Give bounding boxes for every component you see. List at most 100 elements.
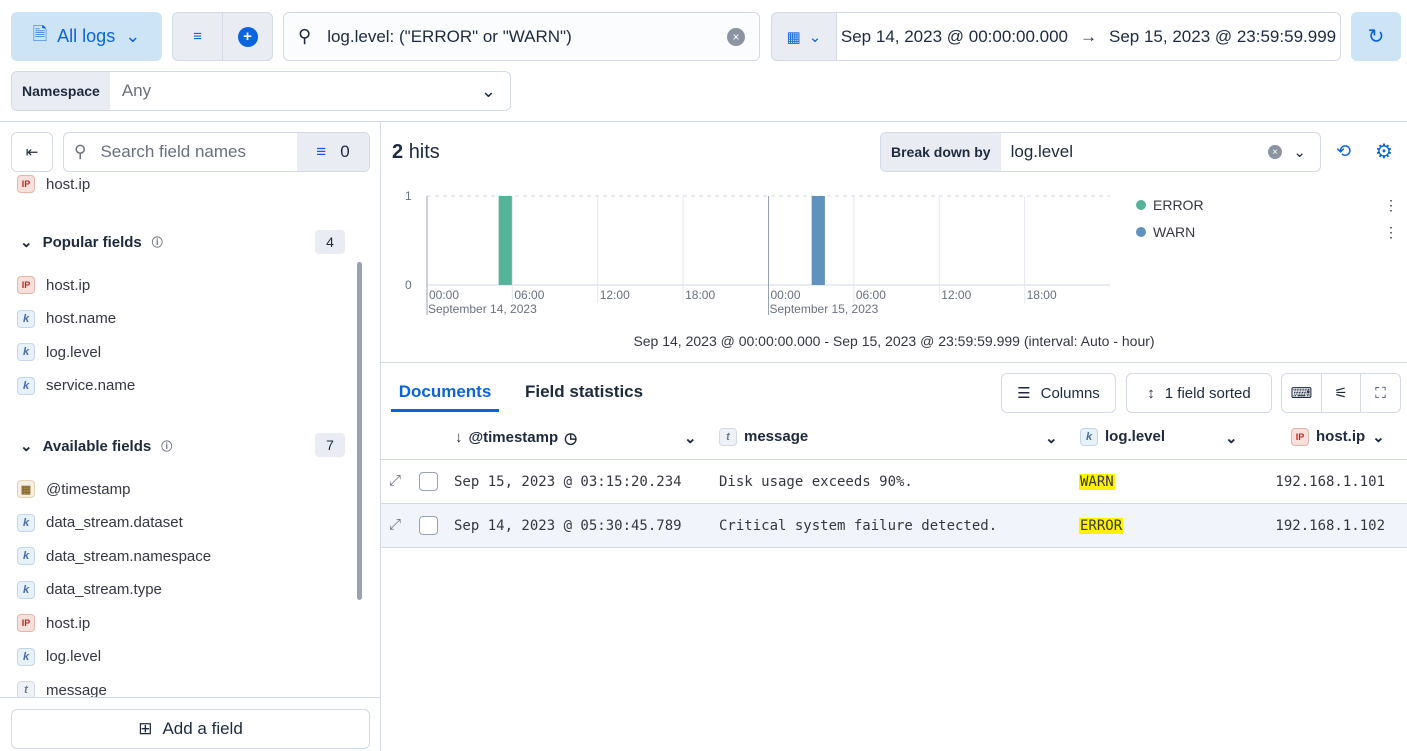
refresh-button[interactable]: ↻ <box>1351 12 1401 61</box>
expand-icon[interactable]: ⤢ <box>389 472 402 489</box>
field-name: host.ip <box>46 175 91 193</box>
date-range-picker[interactable]: Sep 14, 2023 @ 00:00:00.000 → Sep 15, 20… <box>836 12 1341 61</box>
field-name: service.name <box>46 377 136 394</box>
hits-count: 2 <box>392 141 404 163</box>
field-item[interactable]: IP host.ip <box>17 175 90 193</box>
sidebar-scrollbar[interactable] <box>357 262 362 600</box>
filter-menu-button[interactable]: ≡ <box>172 12 223 61</box>
column-header-message[interactable]: t message <box>719 428 808 446</box>
chevron-down-icon[interactable]: ⌄ <box>1225 430 1238 447</box>
chevron-down-icon: ⌄ <box>20 438 33 455</box>
tab-field-statistics[interactable]: Field statistics <box>525 382 644 401</box>
query-text: log.level: ("ERROR" or "WARN") <box>327 26 572 46</box>
tab-documents[interactable]: Documents <box>391 382 499 412</box>
cell-log-level: WARN <box>1079 474 1115 490</box>
x-tick-label: 12:00 <box>941 288 971 302</box>
columns-button[interactable]: ☰ Columns <box>1001 373 1116 413</box>
chevron-down-icon: ⌄ <box>1293 144 1306 161</box>
header-label: message <box>744 428 809 445</box>
sort-button[interactable]: ↕ 1 field sorted <box>1126 373 1272 413</box>
table-row[interactable]: ⤢ Sep 14, 2023 @ 05:30:45.789 Critical s… <box>381 504 1407 548</box>
field-item[interactable]: k data_stream.namespace <box>17 547 211 565</box>
breakdown-selector[interactable]: Break down by log.level × ⌄ <box>880 132 1321 172</box>
field-item[interactable]: ▦ @timestamp <box>17 480 130 498</box>
clear-query-icon[interactable]: × <box>727 27 745 46</box>
filter-icon: ≡ <box>316 142 327 161</box>
clear-icon[interactable]: × <box>1268 145 1282 159</box>
arrow-right-icon: → <box>1080 26 1097 46</box>
popular-fields-toggle[interactable]: ⌄ Popular fields ⓘ <box>20 233 163 252</box>
row-checkbox[interactable] <box>419 472 438 491</box>
data-view-selector[interactable]: 🗎 All logs ⌄ <box>11 12 162 61</box>
header-label: host.ip <box>1316 428 1366 445</box>
legend-actions-icon: ⋮ <box>1384 197 1398 213</box>
breakdown-label: Break down by <box>881 133 1001 171</box>
legend-marker <box>1136 200 1146 210</box>
keyword-type-icon: k <box>17 647 35 666</box>
sort-icon: ↕ <box>1147 384 1155 402</box>
popular-count: 4 <box>315 230 345 254</box>
cell-message: Disk usage exceeds 90%. <box>719 474 913 490</box>
section-label: Available fields <box>42 437 152 455</box>
header-label: log.level <box>1105 428 1166 445</box>
field-item[interactable]: IP host.ip <box>17 276 90 294</box>
cell-timestamp: Sep 14, 2023 @ 05:30:45.789 <box>454 518 682 534</box>
x-tick-label: 18:00 <box>685 288 715 302</box>
info-icon: ⓘ <box>151 237 163 249</box>
hits-label: hits <box>408 141 440 163</box>
field-item[interactable]: k data_stream.type <box>17 580 162 599</box>
date-start[interactable]: Sep 14, 2023 @ 00:00:00.000 <box>840 26 1068 46</box>
keyboard-shortcuts-button[interactable]: ⌨ <box>1281 373 1322 413</box>
info-icon: ⓘ <box>161 441 173 453</box>
filter-count: 0 <box>340 142 350 161</box>
collapse-sidebar-button[interactable]: ⇤ <box>11 132 53 172</box>
legend-actions-icon: ⋮ <box>1384 224 1398 240</box>
expand-icon[interactable]: ⤢ <box>389 516 402 533</box>
chevron-down-icon[interactable]: ⌄ <box>1045 430 1058 447</box>
field-item[interactable]: k host.name <box>17 309 116 328</box>
date-quick-select[interactable]: ▦ ⌄ <box>771 12 837 61</box>
available-fields-toggle[interactable]: ⌄ Available fields ⓘ <box>20 437 173 456</box>
date-type-icon: ▦ <box>17 480 35 498</box>
time-range-caption: Sep 14, 2023 @ 00:00:00.000 - Sep 15, 20… <box>633 333 1155 349</box>
field-item[interactable]: k log.level <box>17 647 101 666</box>
field-item[interactable]: k log.level <box>17 343 101 361</box>
field-item[interactable]: IP host.ip <box>17 614 90 632</box>
chevron-down-icon: ⌄ <box>1372 429 1385 446</box>
query-input[interactable]: ⚲ log.level: ("ERROR" or "WARN") × <box>283 12 760 61</box>
field-item[interactable]: t message <box>17 681 107 699</box>
visualize-icon[interactable]: ⟲ <box>1336 141 1352 161</box>
add-field-button[interactable]: ⊞ Add a field <box>11 709 370 749</box>
column-header-host-ip[interactable]: IP host.ip ⌄ <box>1291 428 1385 446</box>
add-field-icon: ⊞ <box>138 719 153 738</box>
field-name: message <box>46 681 107 699</box>
chevron-down-icon[interactable]: ⌄ <box>684 430 697 447</box>
divider <box>381 362 1407 363</box>
gear-icon[interactable]: ⚙ <box>1375 141 1393 163</box>
x-tick-label: 06:00 <box>856 288 886 302</box>
search-icon: ⚲ <box>298 26 312 46</box>
row-checkbox[interactable] <box>419 516 438 535</box>
keyword-type-icon: k <box>17 580 35 599</box>
add-filter-button[interactable]: + <box>222 12 273 61</box>
chevron-down-icon: ⌄ <box>125 26 141 46</box>
legend-label: WARN <box>1153 224 1195 240</box>
hits-counter: 2 hits <box>392 141 440 164</box>
date-end[interactable]: Sep 15, 2023 @ 23:59:59.999 <box>1109 26 1337 46</box>
cell-message: Critical system failure detected. <box>719 518 998 534</box>
field-item[interactable]: k service.name <box>17 376 136 395</box>
display-settings-button[interactable]: ⚟ <box>1321 373 1361 413</box>
field-name: host.ip <box>46 276 91 294</box>
calendar-icon: ▦ <box>786 28 801 46</box>
ip-type-icon: IP <box>17 276 35 294</box>
field-item[interactable]: k data_stream.dataset <box>17 513 183 532</box>
field-search-input[interactable]: ⚲ Search field names ≡ 0 <box>63 132 370 172</box>
fullscreen-button[interactable]: ⛶ <box>1360 373 1401 413</box>
table-row[interactable]: ⤢ Sep 15, 2023 @ 03:15:20.234 Disk usage… <box>381 460 1407 504</box>
plus-circle-icon: + <box>237 26 258 47</box>
field-type-filter-button[interactable]: ≡ 0 <box>297 133 369 171</box>
column-header-timestamp[interactable]: ↓ @timestamp ◷ <box>455 429 577 447</box>
column-header-log-level[interactable]: k log.level <box>1080 428 1165 446</box>
bar-error <box>498 196 512 285</box>
namespace-selector[interactable]: Namespace Any ⌄ <box>11 71 511 111</box>
